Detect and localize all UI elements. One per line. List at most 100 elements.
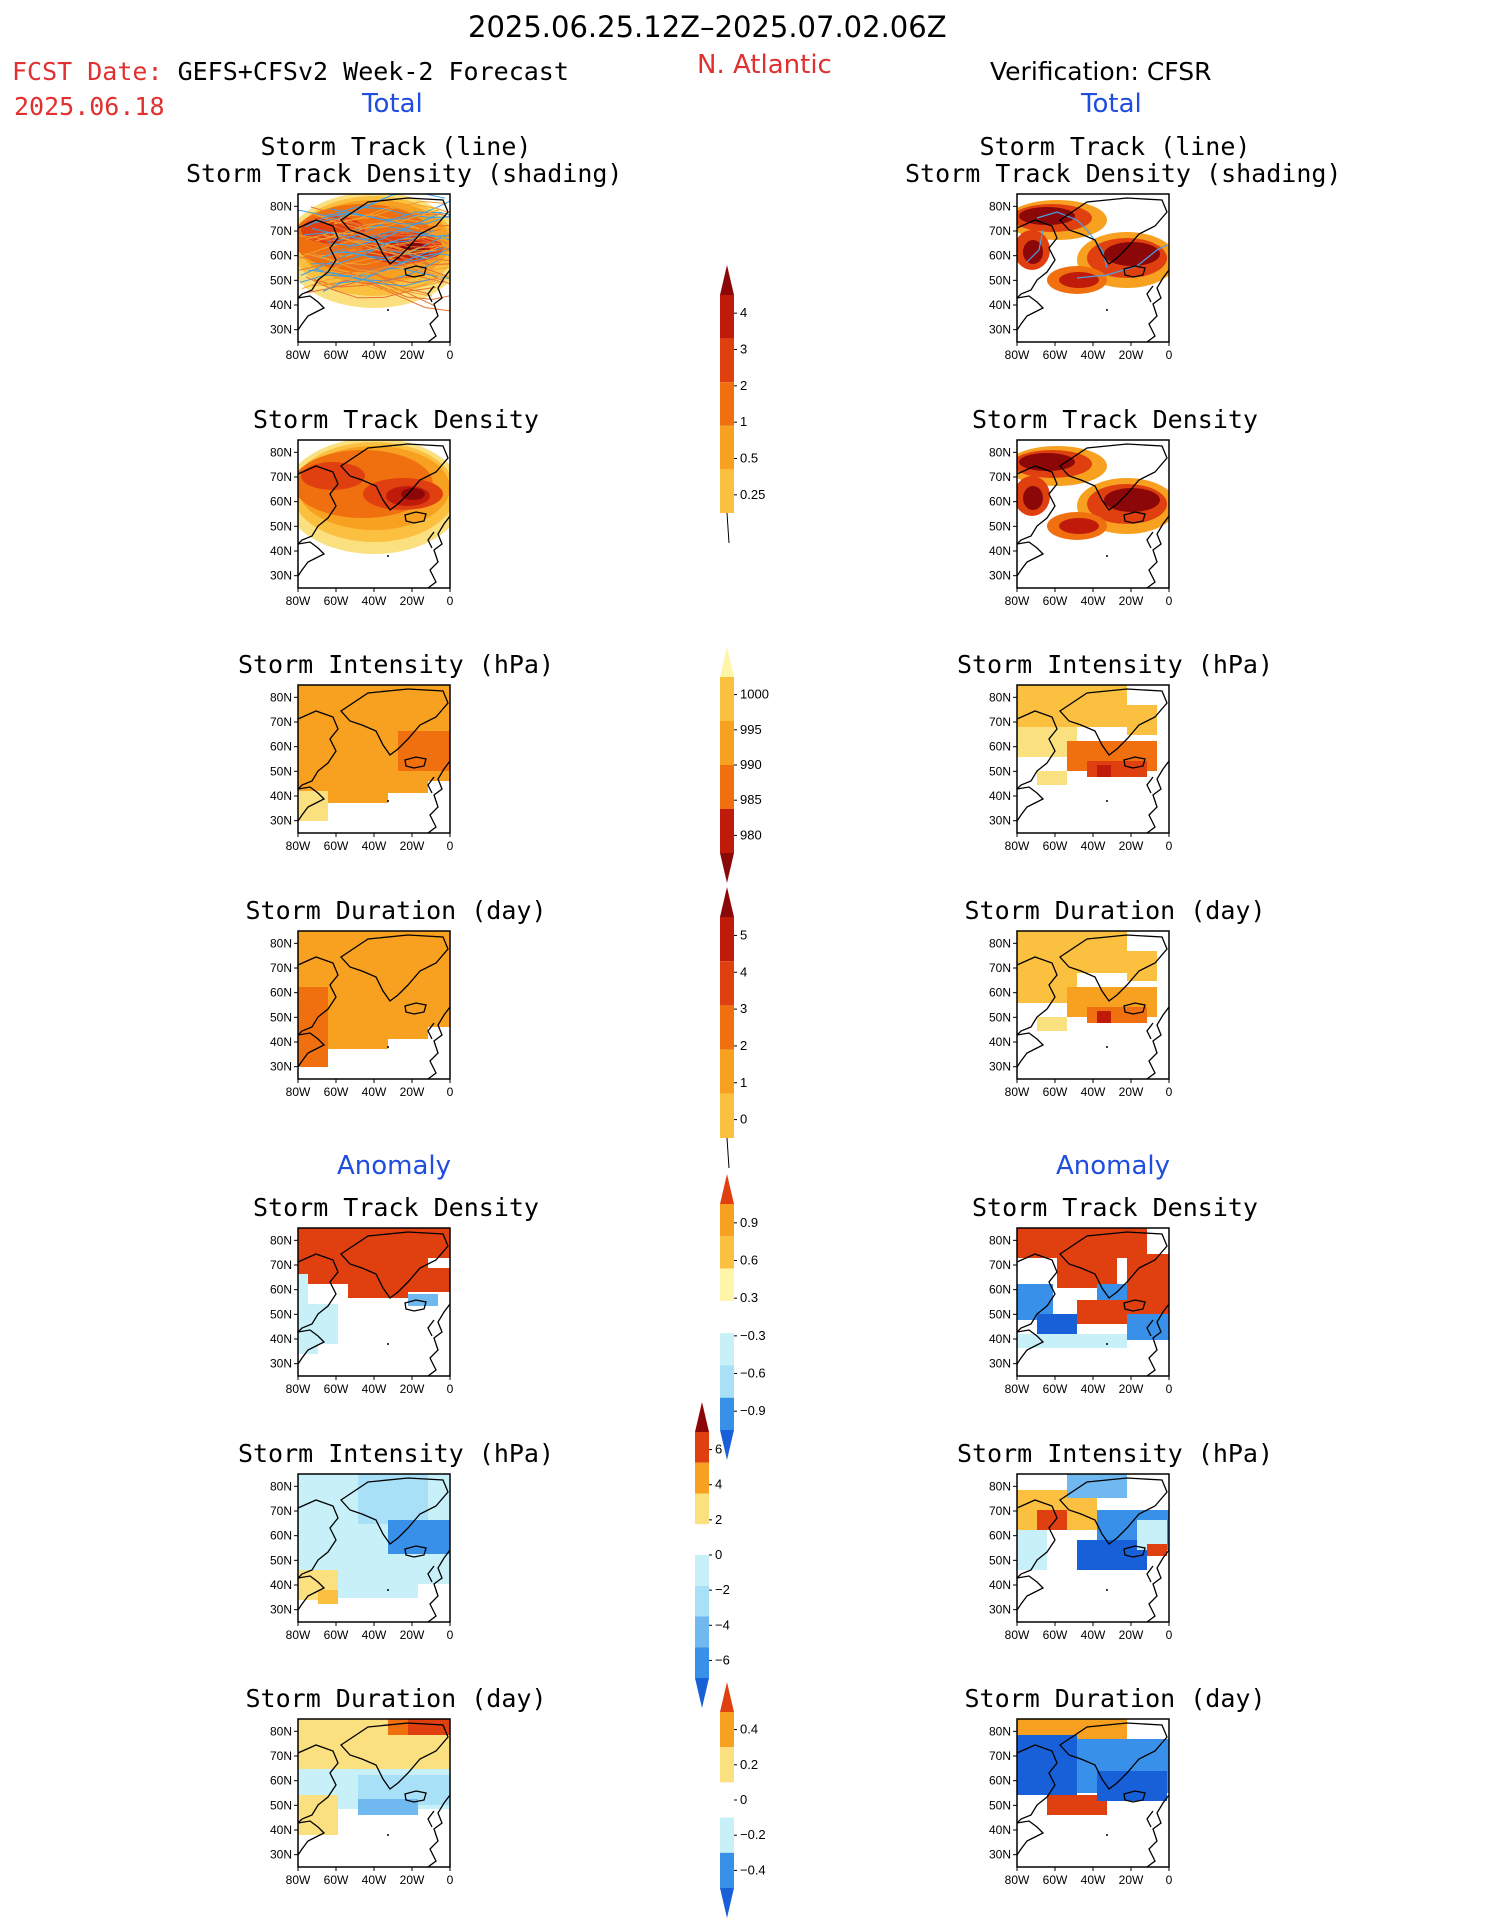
map-density-anom-left: 80N 70N 60N 50N 40N 30N 80W 60W 40W 20W 0 [270,1227,454,1396]
shade-cell [408,1294,438,1306]
island-dot [387,1834,389,1836]
colorbar-cell [720,1397,734,1430]
coastline-canada [298,1253,339,1333]
coastline-labrador [1017,541,1045,577]
colorbar-cell [720,382,734,426]
coastline-scotland [427,1810,435,1828]
lat-tick-label: 30N [270,1603,292,1617]
storm-track-line [309,237,441,254]
shade-cell [388,781,428,793]
coastline-canada [1017,465,1058,545]
coastline-greenland [340,1477,449,1545]
colorbar-cell [720,1817,734,1853]
storm-track-line [331,258,450,270]
shade-contour [401,488,425,500]
shade-cell [1017,685,1127,727]
lon-tick-label: 40W [1081,348,1106,362]
lat-tick-label: 40N [989,1578,1011,1592]
colorbar-cell [695,1493,709,1525]
coastline-iceland [1123,756,1146,769]
lon-tick-label: 0 [1166,839,1173,853]
colorbar-cell [695,1585,709,1617]
colorbar-cell [695,1524,709,1555]
shade-cell [1087,761,1147,777]
fcst-model-title: GEFS+CFSv2 Week-2 Forecast [177,57,569,86]
lon-tick-label: 80W [286,348,311,362]
colorbar-cell [720,1300,734,1334]
island-dot [1106,800,1108,802]
lat-tick-label: 50N [989,1553,1011,1567]
shade-cell [1017,1228,1147,1258]
colorbar-cell [720,1712,734,1748]
colorbar-cell [720,469,734,513]
shade-cell [298,1795,338,1835]
lat-tick-label: 40N [270,1332,292,1346]
storm-track-line [298,240,429,259]
lon-tick-label: 40W [1081,594,1106,608]
shade-cell [1097,1011,1111,1023]
lat-tick-label: 30N [270,1357,292,1371]
colorbar-label: 3 [740,342,747,357]
title-track-line: Storm Track (line) [979,132,1251,161]
coastline-europe [427,760,450,833]
coastline-greenland [1059,688,1168,756]
verification-title: Verification: CFSR [990,57,1212,86]
lat-tick-label: 80N [270,1479,292,1493]
island-dot [1106,555,1108,557]
coastline-scotland [1146,1022,1154,1040]
coastline-iceland [1123,265,1146,278]
map-intensity-anom-right: 80N 70N 60N 50N 40N 30N 80W 60W 40W 20W 0 [989,1473,1173,1642]
coastline-greenland [340,1231,449,1299]
coastline-iceland [1123,1299,1146,1312]
lat-tick-label: 60N [270,740,292,754]
coastline-europe [1146,1303,1169,1376]
coastline-iceland [404,1545,427,1558]
storm-track-line [305,276,437,299]
storm-track-line [313,275,445,288]
colorbar-cell [720,809,734,853]
lat-tick-label: 70N [270,224,292,238]
title-density-right: Storm Track Density [972,405,1258,434]
lon-tick-label: 0 [447,348,454,362]
lat-tick-label: 50N [989,1307,1011,1321]
map-duration-right: 80N 70N 60N 50N 40N 30N 80W 60W 40W 20W 0 [989,930,1173,1099]
lon-tick-label: 60W [1043,1085,1068,1099]
lon-tick-label: 80W [1005,1628,1030,1642]
lon-tick-label: 80W [1005,594,1030,608]
map-intensity-left: 80N 70N 60N 50N 40N 30N 80W 60W 40W 20W 0 [270,684,454,853]
period-title: 2025.06.25.12Z–2025.07.02.06Z [468,10,947,44]
storm-track-line [325,247,450,264]
lat-tick-label: 40N [270,1578,292,1592]
lon-tick-label: 80W [1005,1873,1030,1887]
map-track-right: 80N 70N 60N 50N 40N 30N 80W 60W 40W 20W 0 [989,193,1173,362]
colorbar-cell [720,1005,734,1050]
lon-tick-label: 40W [362,1873,387,1887]
storm-track-line [332,224,450,255]
lat-tick-label: 30N [989,1603,1011,1617]
coastline-iceland [1123,511,1146,524]
shade-cell [1087,1007,1147,1023]
coastline-greenland [1059,1477,1168,1545]
coastline-greenland [1059,934,1168,1002]
colorbar-intensity-anom: 6 4 2 0 −2 −4 −6 [695,1402,730,1708]
colorbar-label: 6 [715,1442,722,1457]
colorbar-tail-line [726,1137,730,1169]
colorbar-duration-anom: 0.4 0.2 0 −0.2 −0.4 [720,1682,766,1918]
coastline-greenland [340,443,449,511]
lon-tick-label: 80W [1005,1085,1030,1099]
shade-cell [388,1520,450,1554]
lat-tick-label: 80N [989,199,1011,213]
coastline-greenland [1059,1722,1168,1790]
lat-tick-label: 60N [989,740,1011,754]
storm-track-line [300,248,432,276]
storm-track-line [304,206,436,228]
lon-tick-label: 60W [1043,1628,1068,1642]
region-title: N. Atlantic [697,50,832,80]
lat-tick-label: 50N [270,1010,292,1024]
colorbar-tail-bottom [695,1678,709,1708]
lat-tick-label: 70N [270,1749,292,1763]
colorbar-cell [720,1204,734,1237]
lat-tick-label: 60N [270,1529,292,1543]
lon-tick-label: 40W [362,1628,387,1642]
coastline-iceland [404,1299,427,1312]
